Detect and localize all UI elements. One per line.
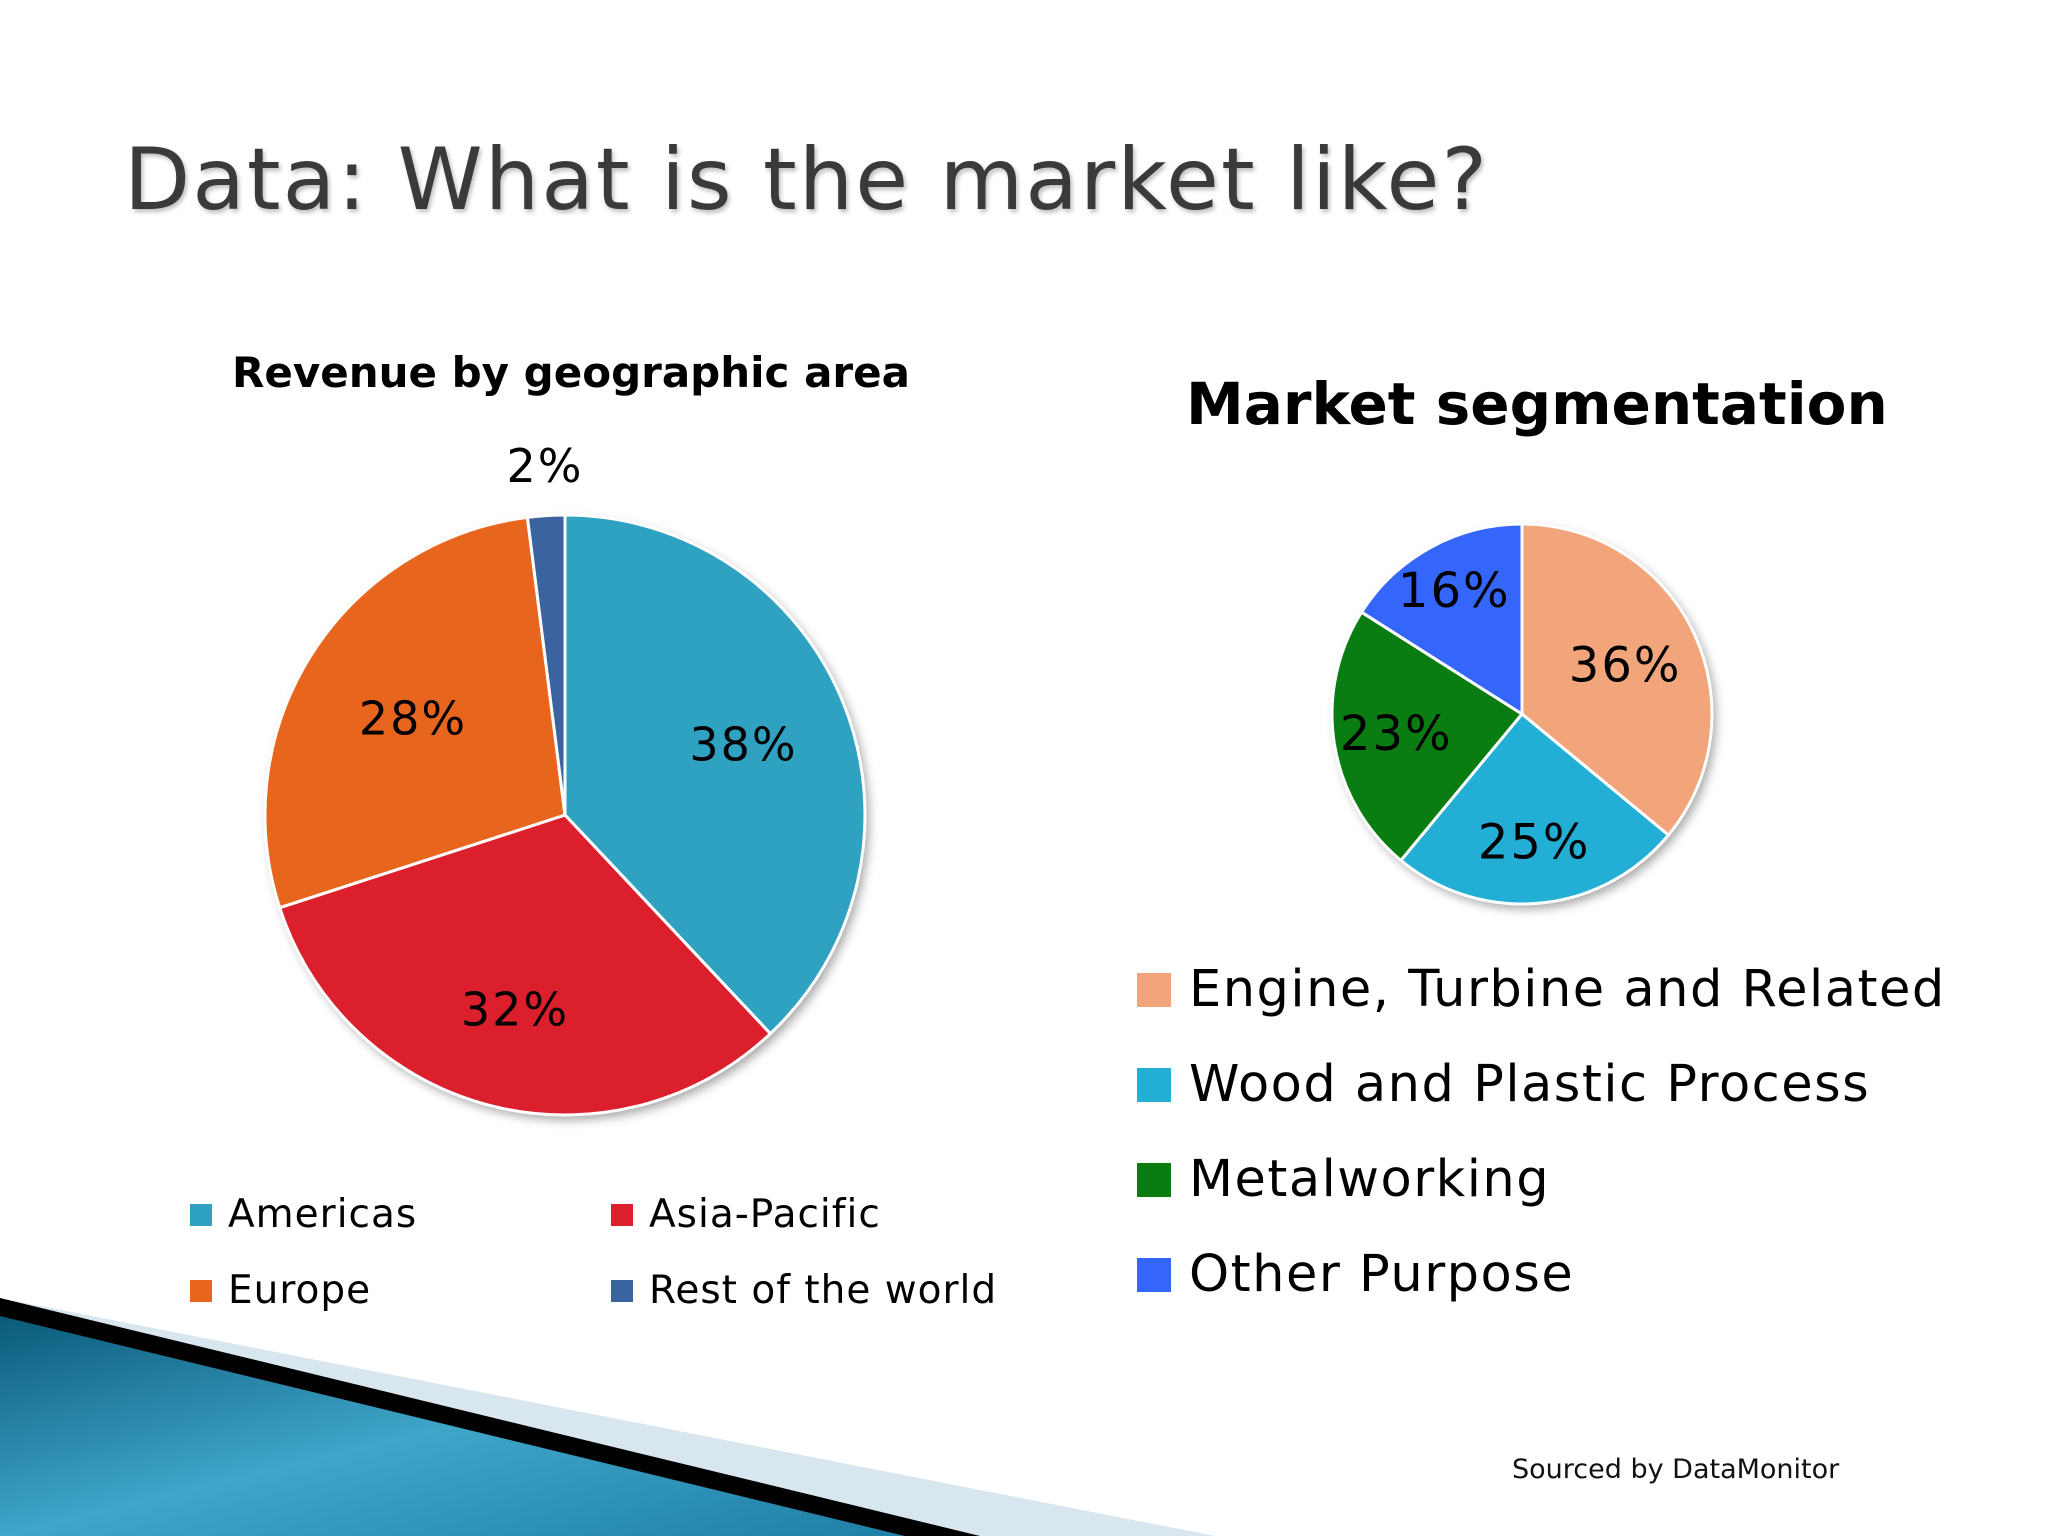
legend-swatch-metalworking — [1137, 1162, 1171, 1197]
legend-swatch-americas — [190, 1203, 212, 1226]
legend-swatch-rest-of-world — [611, 1279, 633, 1302]
legend-item-americas: Americas — [190, 1192, 417, 1237]
pie-label-europe: 28% — [359, 692, 467, 746]
legend-label: Europe — [228, 1268, 372, 1313]
pie-label-asia-pacific: 32% — [461, 983, 569, 1037]
pie-label-metalworking: 23% — [1340, 706, 1453, 762]
pie-label-engine-turbine-and-related: 36% — [1569, 637, 1682, 693]
legend-label: Asia-Pacific — [649, 1192, 881, 1237]
legend-swatch-other-purpose — [1137, 1257, 1171, 1292]
pie-slice-asia-pacific — [277, 813, 773, 1117]
legend-label: Engine, Turbine and Related — [1189, 960, 1946, 1019]
chart-title-revenue: Revenue by geographic area — [232, 348, 910, 397]
pie-slice-rest-of-the-world — [525, 513, 567, 816]
legend-label: Other Purpose — [1189, 1245, 1575, 1304]
pie-label-rest-of-the-world: 2% — [507, 439, 584, 493]
legend-item-engine-turbine: Engine, Turbine and Related — [1137, 960, 1946, 1019]
pie-label-other-purpose: 16% — [1398, 563, 1511, 619]
segmentation-pie: 36% 25% 23% 16% — [1330, 522, 1714, 906]
legend-label: Americas — [228, 1192, 418, 1237]
legend-item-rest-of-world: Rest of the world — [611, 1268, 997, 1313]
pie-slice-europe — [263, 515, 567, 910]
pie-label-americas: 38% — [689, 717, 797, 771]
revenue-pie: 38% 32% 28% 2% — [263, 439, 867, 1117]
legend-label: Rest of the world — [649, 1268, 998, 1313]
pie-slice-metalworking — [1330, 610, 1525, 863]
legend-item-metalworking: Metalworking — [1137, 1150, 1550, 1209]
pie-slice-wood-and-plastic-process — [1398, 711, 1671, 906]
legend-swatch-engine-turbine — [1137, 972, 1171, 1007]
legend-swatch-asia-pacific — [611, 1203, 633, 1226]
slide-title: Data: What is the market like? — [124, 130, 1490, 230]
pie-slice-americas — [563, 513, 867, 1036]
pie-label-wood-and-plastic-process: 25% — [1478, 815, 1591, 871]
source-note: Sourced by DataMonitor — [1512, 1454, 1840, 1485]
pie-slice-engine-turbine-and-related — [1520, 522, 1714, 838]
legend-item-asia-pacific: Asia-Pacific — [611, 1192, 881, 1237]
legend-label: Wood and Plastic Process — [1189, 1055, 1871, 1114]
chart-title-segmentation: Market segmentation — [1186, 370, 1888, 438]
pie-slice-other-purpose — [1359, 522, 1524, 717]
legend-item-europe: Europe — [190, 1268, 371, 1313]
legend-item-other-purpose: Other Purpose — [1137, 1245, 1574, 1304]
legend-item-wood-plastic: Wood and Plastic Process — [1137, 1055, 1870, 1114]
legend-swatch-europe — [190, 1279, 212, 1302]
legend-swatch-wood-plastic — [1137, 1067, 1171, 1102]
legend-label: Metalworking — [1189, 1150, 1551, 1209]
